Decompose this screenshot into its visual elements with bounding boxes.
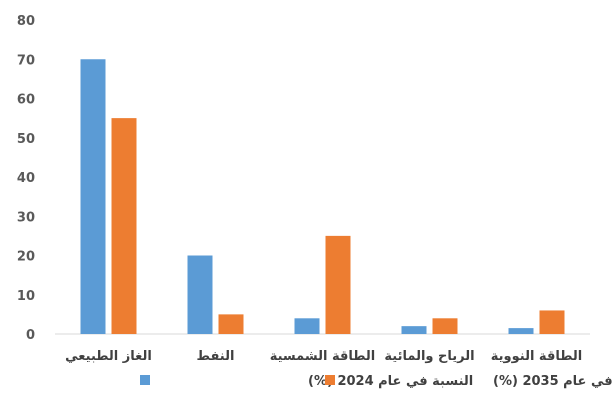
bar-series-1 [401,326,427,334]
bars [80,59,565,334]
y-tick-label: 80 [17,14,35,29]
bar-series-2 [539,310,565,334]
bar-series-1 [187,255,213,334]
category-labels: الغاز الطبيعي النفط الطاقة الشمسية الرياح و… [65,349,582,364]
y-tick-label: 30 [17,210,35,225]
y-tick-label: 50 [17,132,35,147]
bar-series-2 [111,118,137,334]
y-tick-label: 0 [26,328,35,343]
bar-series-1 [508,328,534,334]
bar-series-2 [325,235,351,334]
bar-series-1 [80,59,106,334]
legend-swatch-1 [140,375,150,385]
category-label: النفط [197,349,235,364]
legend-label-1: النسبة في عام 2024 (%) [308,374,473,389]
bar-series-1 [294,318,320,334]
category-label: الرياح والمائية [384,349,474,364]
legend: النسبة في عام 2024 (%) النسبة في عام 2035… [140,374,615,389]
y-tick-label: 10 [17,289,35,304]
y-tick-label: 60 [17,93,35,108]
y-tick-label: 20 [17,250,35,265]
legend-label-2: النسبة في عام 2035 (%) [493,374,615,389]
bar-series-2 [218,314,244,334]
y-tick-label: 70 [17,53,35,68]
bar-series-2 [432,318,458,334]
y-tick-label: 40 [17,171,35,186]
legend-swatch-2 [325,375,335,385]
category-label: الطاقة النووية [491,349,582,364]
category-label: الطاقة الشمسية [270,349,376,364]
y-axis: 0 10 20 30 40 50 60 70 80 [17,14,35,343]
category-label: الغاز الطبيعي [65,349,152,364]
